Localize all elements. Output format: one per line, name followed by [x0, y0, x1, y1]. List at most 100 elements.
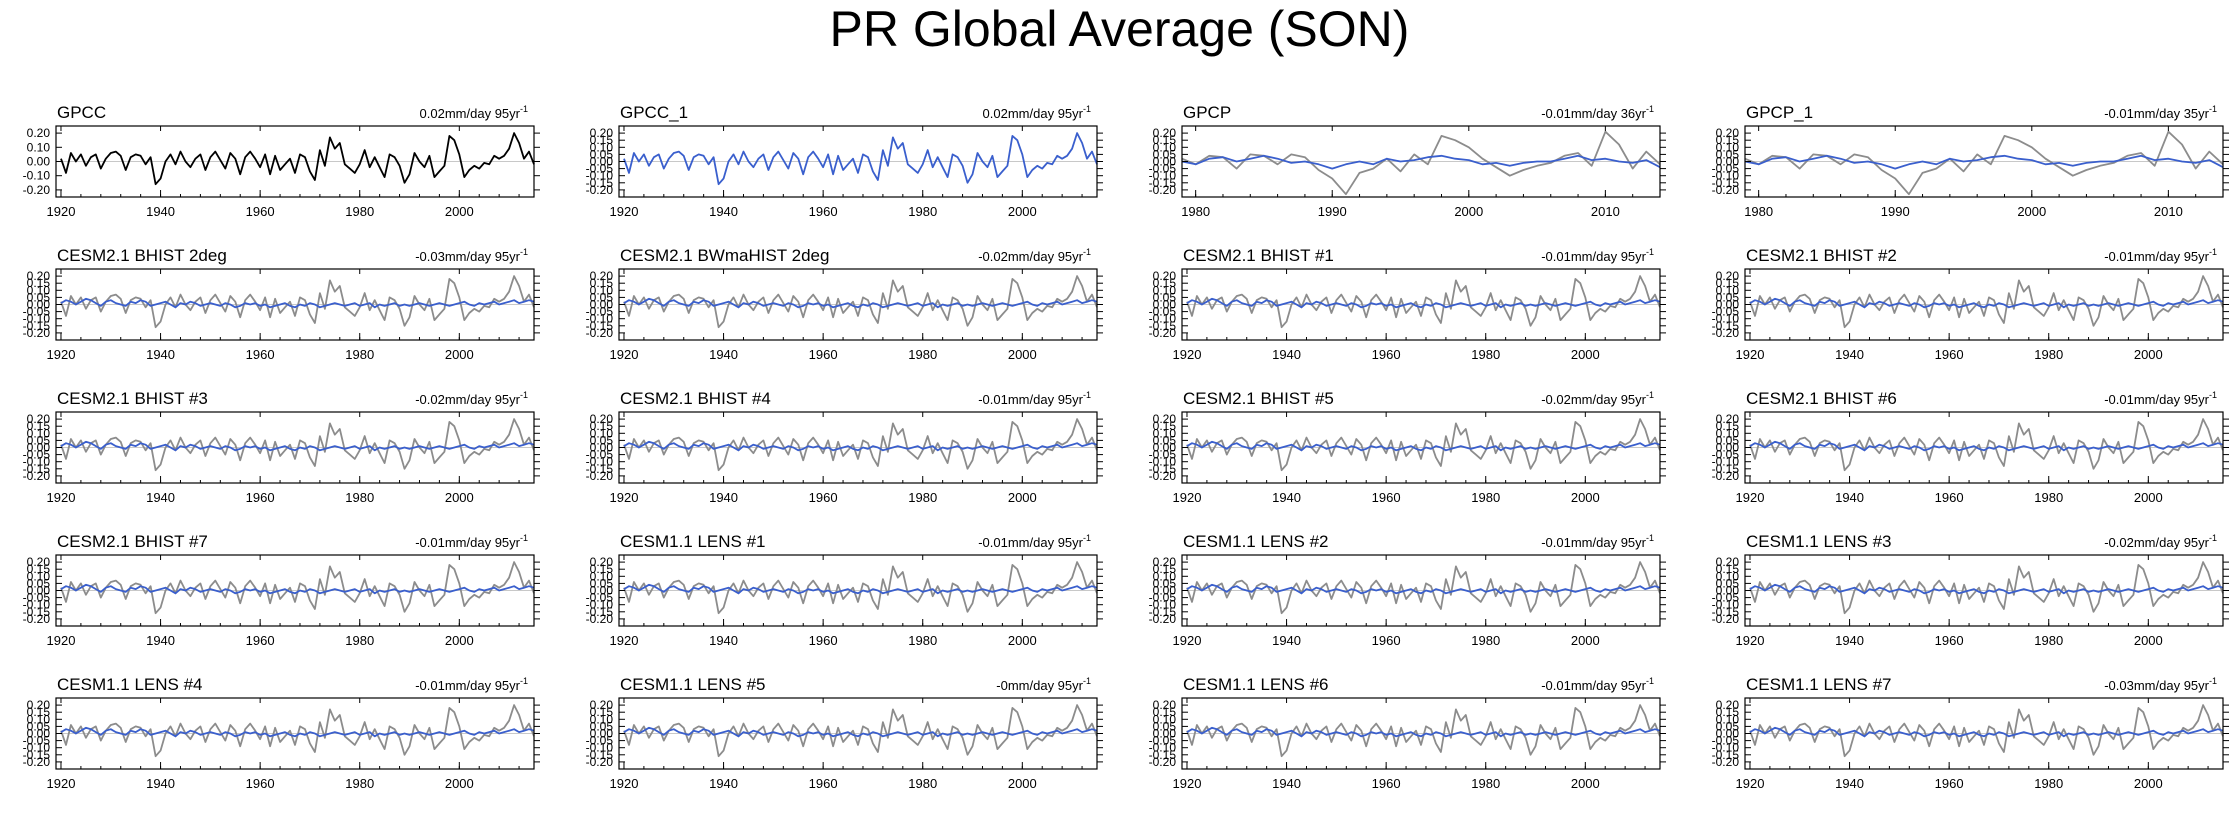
y-tick-label: 0.10 [1153, 283, 1177, 297]
y-tick-label: 0.10 [590, 712, 614, 726]
panel-title: CESM1.1 LENS #4 [57, 675, 203, 694]
x-tick-label: 1920 [47, 776, 76, 791]
series-line-smoothed [1186, 583, 1661, 595]
panel-title: GPCP_1 [1746, 103, 1813, 122]
x-tick-label: 1940 [1835, 633, 1864, 648]
x-tick-label: 1960 [246, 633, 275, 648]
series-line-smoothed [60, 440, 535, 452]
y-tick-label: -0.20 [23, 326, 51, 340]
y-tick-label: 0.15 [1716, 562, 1740, 576]
y-tick-label: 0.15 [1716, 419, 1740, 433]
x-tick-label: 1940 [709, 347, 738, 362]
y-tick-label: 0.20 [27, 412, 51, 426]
y-tick-label: -0.20 [586, 183, 614, 197]
x-tick-label: 1920 [610, 776, 639, 791]
x-tick-label: 2000 [1571, 347, 1600, 362]
x-tick-label: 1980 [908, 204, 937, 219]
x-tick-label: 1960 [1935, 490, 1964, 505]
panel-trend-label: 0.02mm/day 95yr-1 [983, 104, 1091, 121]
trend-superscript: -1 [1646, 104, 1654, 114]
x-tick-label: 2000 [1008, 776, 1037, 791]
x-tick-label: 1960 [246, 347, 275, 362]
x-tick-label: 1960 [809, 347, 838, 362]
trend-superscript: -1 [2209, 676, 2217, 686]
panel: CESM1.1 LENS #2 -0.01mm/day 95yr-1 0.200.1… [1149, 532, 1666, 648]
y-tick-label: 0.00 [590, 441, 614, 455]
y-tick-label: 0.20 [1153, 698, 1177, 712]
x-tick-label: 1990 [1318, 204, 1347, 219]
y-tick-label: 0.10 [27, 140, 51, 154]
panel: GPCP_1 -0.01mm/day 35yr-1 0.200.150.100.05… [1712, 103, 2229, 219]
x-tick-label: 1980 [2034, 776, 2063, 791]
y-tick-label: 0.10 [1716, 140, 1740, 154]
y-tick-label: -0.05 [1712, 448, 1740, 462]
y-tick-label: 0.00 [590, 298, 614, 312]
y-tick-label: 0.15 [1716, 276, 1740, 290]
y-tick-label: 0.15 [590, 705, 614, 719]
y-tick-label: 0.00 [1716, 441, 1740, 455]
y-tick-label: 0.05 [590, 147, 614, 161]
panel-title: CESM1.1 LENS #6 [1183, 675, 1329, 694]
panel-title: GPCC_1 [620, 103, 688, 122]
y-tick-label: -0.20 [1712, 326, 1740, 340]
series-line-smoothed [1749, 297, 2224, 309]
x-tick-label: 1980 [345, 633, 374, 648]
trend-superscript: -1 [2209, 533, 2217, 543]
panel: CESM1.1 LENS #6 -0.01mm/day 95yr-1 0.200.1… [1149, 675, 1666, 791]
y-tick-label: -0.05 [1149, 305, 1177, 319]
x-tick-label: 1960 [1935, 633, 1964, 648]
x-tick-label: 1920 [47, 490, 76, 505]
x-tick-label: 1980 [908, 776, 937, 791]
panel-title: CESM2.1 BHIST #3 [57, 389, 208, 408]
y-tick-label: 0.10 [590, 283, 614, 297]
series-line-raw [1181, 130, 1661, 196]
x-tick-label: 1940 [709, 776, 738, 791]
panel: CESM1.1 LENS #7 -0.03mm/day 95yr-1 0.200.1… [1712, 675, 2229, 791]
trend-superscript: -1 [1646, 390, 1654, 400]
x-tick-label: 1960 [809, 490, 838, 505]
trend-superscript: -1 [2209, 390, 2217, 400]
y-tick-label: 0.00 [1153, 155, 1177, 169]
y-tick-label: -0.10 [23, 169, 51, 183]
panel-title: CESM1.1 LENS #1 [620, 532, 766, 551]
series-line-smoothed [60, 726, 535, 738]
y-tick-label: 0.10 [27, 283, 51, 297]
y-tick-label: 0.05 [1716, 290, 1740, 304]
x-tick-label: 2000 [445, 776, 474, 791]
y-tick-label: -0.15 [586, 748, 614, 762]
series-line-smoothed [60, 297, 535, 309]
y-tick-label: 0.00 [1716, 298, 1740, 312]
panel-title: CESM2.1 BHIST #6 [1746, 389, 1897, 408]
y-tick-label: 0.05 [27, 576, 51, 590]
y-tick-label: -0.10 [23, 455, 51, 469]
y-tick-label: 0.00 [590, 584, 614, 598]
y-tick-label: -0.05 [23, 305, 51, 319]
y-tick-label: -0.10 [1712, 169, 1740, 183]
x-tick-label: 1980 [1471, 776, 1500, 791]
x-tick-label: 2000 [1008, 490, 1037, 505]
trend-superscript: -1 [1646, 533, 1654, 543]
y-tick-label: 0.20 [27, 698, 51, 712]
y-tick-label: -0.15 [586, 462, 614, 476]
panel-trend-label: -0mm/day 95yr-1 [996, 676, 1091, 693]
x-tick-label: 1920 [1736, 776, 1765, 791]
x-tick-label: 1960 [246, 776, 275, 791]
y-tick-label: 0.00 [1153, 298, 1177, 312]
y-tick-label: -0.20 [1712, 755, 1740, 769]
series-line-smoothed [1749, 440, 2224, 452]
y-tick-label: -0.10 [1712, 455, 1740, 469]
x-tick-label: 1980 [2034, 490, 2063, 505]
y-tick-label: -0.20 [586, 469, 614, 483]
y-tick-label: 0.20 [1716, 412, 1740, 426]
x-tick-label: 1980 [345, 204, 374, 219]
panel-title: CESM2.1 BWmaHIST 2deg [620, 246, 829, 265]
y-tick-label: 0.05 [27, 719, 51, 733]
y-tick-label: -0.05 [586, 591, 614, 605]
trend-superscript: -1 [1646, 247, 1654, 257]
x-tick-label: 2000 [445, 347, 474, 362]
y-tick-label: 0.00 [1153, 584, 1177, 598]
y-tick-label: 0.05 [27, 290, 51, 304]
y-tick-label: 0.00 [1716, 727, 1740, 741]
y-tick-label: -0.20 [586, 612, 614, 626]
y-tick-label: -0.10 [1149, 598, 1177, 612]
